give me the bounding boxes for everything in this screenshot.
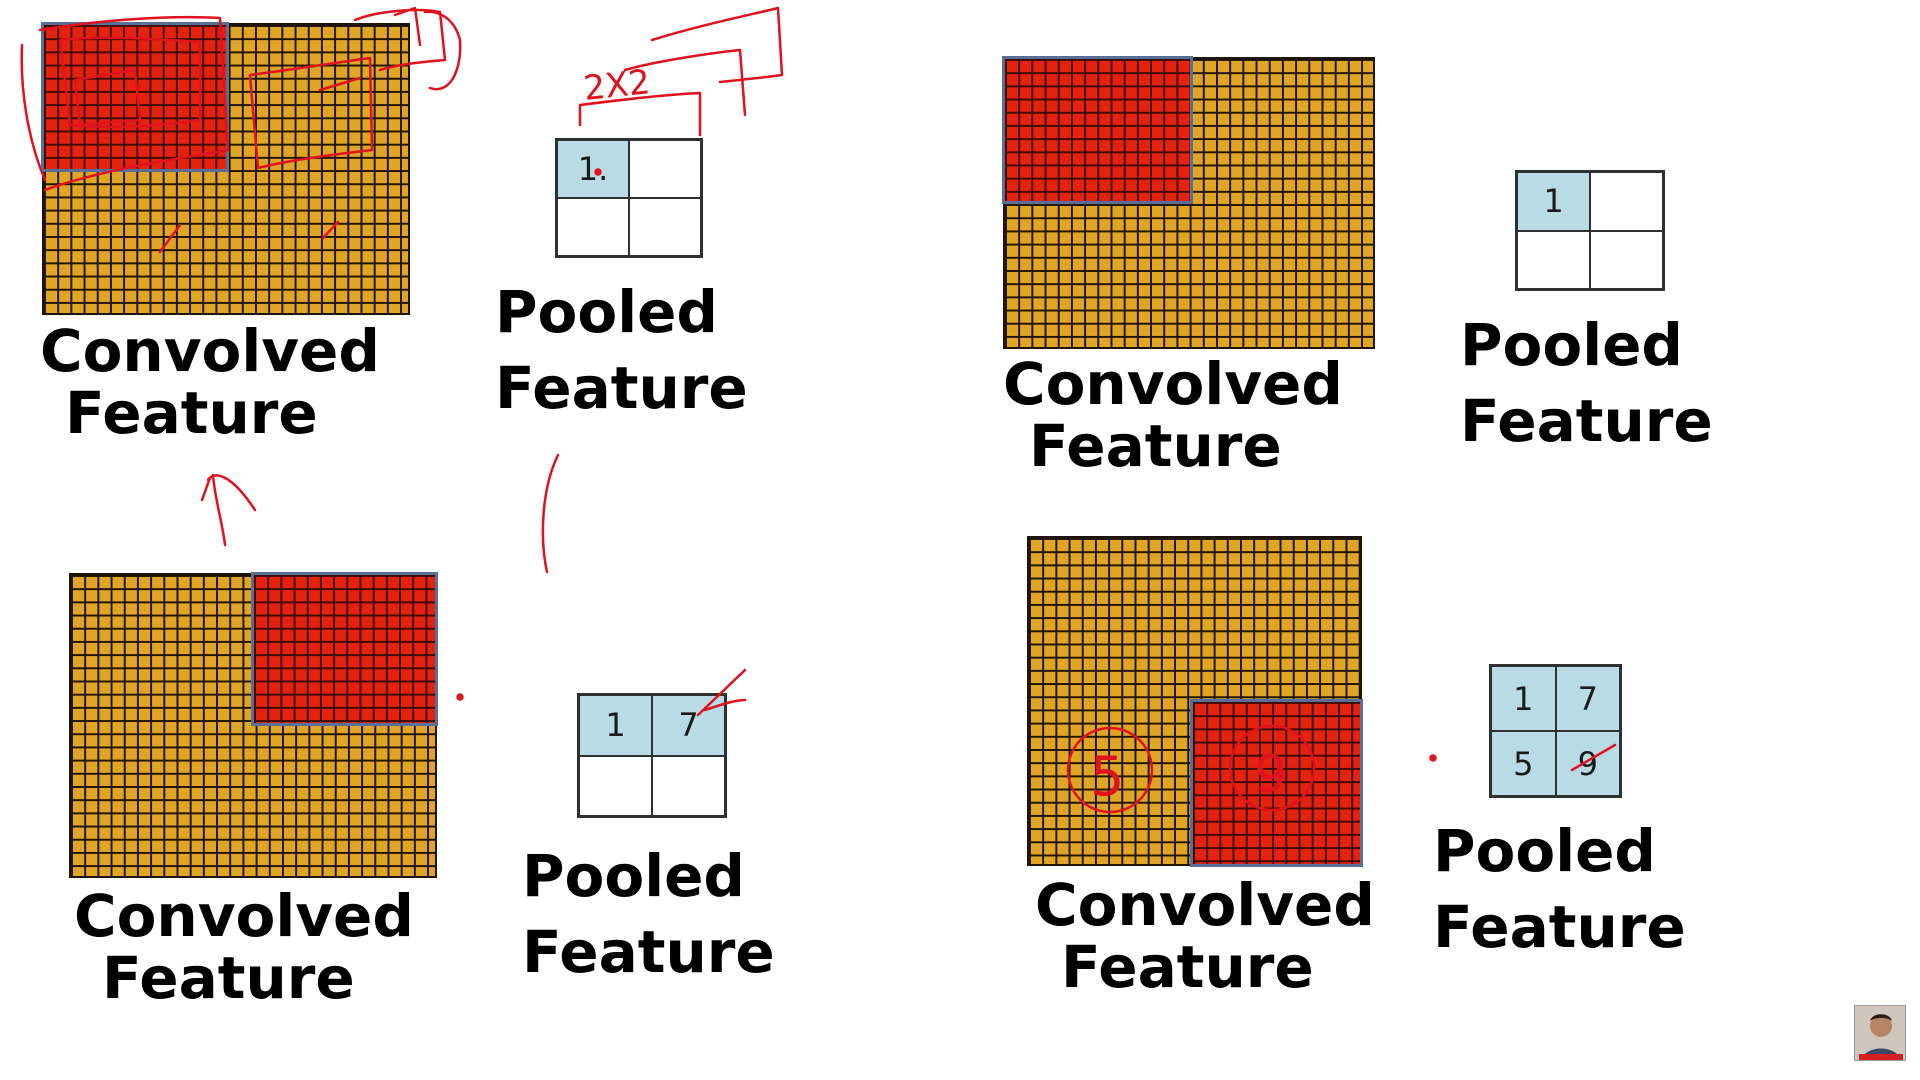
pooling-window-highlight-4 xyxy=(1190,699,1363,867)
pooled-cell xyxy=(629,140,701,198)
pooled-cell: 1. xyxy=(557,140,629,198)
ink-label-2x2: 2X2 xyxy=(582,62,652,109)
pooled-cell: 1 xyxy=(1517,172,1590,231)
pooling-window-highlight-1 xyxy=(41,22,229,172)
pooled-cell xyxy=(1590,230,1663,289)
pooled-feature-label-4: Pooled Feature xyxy=(1433,813,1686,965)
pooled-cell: 1 xyxy=(1491,666,1556,731)
pooled-label-line2: Feature xyxy=(1433,893,1686,961)
pooled-label-line2: Feature xyxy=(1460,387,1713,455)
convolved-feature-label-3: Convolved Feature xyxy=(74,885,414,1009)
pooled-cell: 5 xyxy=(1491,731,1556,796)
pooled-feature-grid-4: 1 7 5 9 xyxy=(1489,664,1622,798)
pooled-label-line2: Feature xyxy=(495,354,748,422)
pooled-label-line1: Pooled xyxy=(522,842,745,910)
pooled-label-line2: Feature xyxy=(522,918,775,986)
convolved-label-line1: Convolved xyxy=(40,317,380,385)
pooled-cell: 7 xyxy=(652,695,725,756)
ink-window-stroke xyxy=(578,91,702,137)
pooled-cell: 1 xyxy=(579,695,652,756)
pooled-label-line1: Pooled xyxy=(1433,817,1656,885)
pooled-feature-label-3: Pooled Feature xyxy=(522,838,775,990)
pooled-feature-grid-3: 1 7 xyxy=(577,693,727,818)
pooled-cell: 9 xyxy=(1555,731,1620,796)
convolved-label-line2: Feature xyxy=(1061,933,1314,1001)
pooled-cell xyxy=(579,755,652,816)
convolved-feature-label-1: Convolved Feature xyxy=(40,320,380,444)
pooled-feature-label-2: Pooled Feature xyxy=(1460,307,1713,459)
ink-window-stroke xyxy=(423,10,462,91)
pooled-feature-grid-1: 1. xyxy=(555,138,703,258)
ink-arrow xyxy=(206,474,257,512)
convolved-feature-grid-3 xyxy=(69,573,437,878)
ink-arrow xyxy=(211,473,227,547)
pooled-cell xyxy=(1517,230,1590,289)
convolved-label-line1: Convolved xyxy=(1035,871,1375,939)
pooled-label-line1: Pooled xyxy=(1460,311,1683,379)
convolved-label-line2: Feature xyxy=(1029,412,1282,480)
avatar-hair xyxy=(1870,1014,1892,1021)
convolved-label-line1: Convolved xyxy=(1003,350,1343,418)
pooled-cell xyxy=(557,198,629,256)
presenter-avatar xyxy=(1854,1005,1906,1061)
convolved-label-line1: Convolved xyxy=(74,882,414,950)
pooled-label-line1: Pooled xyxy=(495,278,718,346)
convolved-label-line2: Feature xyxy=(102,944,355,1012)
ink-window-stroke xyxy=(623,48,747,117)
avatar-badge xyxy=(1859,1054,1903,1060)
pooled-cell: 7 xyxy=(1555,666,1620,731)
convolved-feature-label-4: Convolved Feature xyxy=(1035,874,1375,998)
convolved-label-line2: Feature xyxy=(65,379,318,447)
ink-dot xyxy=(456,693,464,701)
pooling-window-highlight-3 xyxy=(251,572,438,726)
pooled-feature-grid-2: 1 xyxy=(1515,170,1665,291)
pooled-cell xyxy=(652,755,725,816)
ink-dot xyxy=(1429,754,1437,762)
pooling-window-highlight-2 xyxy=(1002,56,1193,204)
avatar-head xyxy=(1870,1015,1892,1037)
pooled-cell xyxy=(629,198,701,256)
convolved-feature-label-2: Convolved Feature xyxy=(1003,353,1343,477)
ink-line xyxy=(541,453,560,574)
pooled-cell xyxy=(1590,172,1663,231)
ink-window-stroke xyxy=(650,6,784,84)
pooled-feature-label-1: Pooled Feature xyxy=(495,274,748,426)
ink-arrow xyxy=(200,476,212,502)
